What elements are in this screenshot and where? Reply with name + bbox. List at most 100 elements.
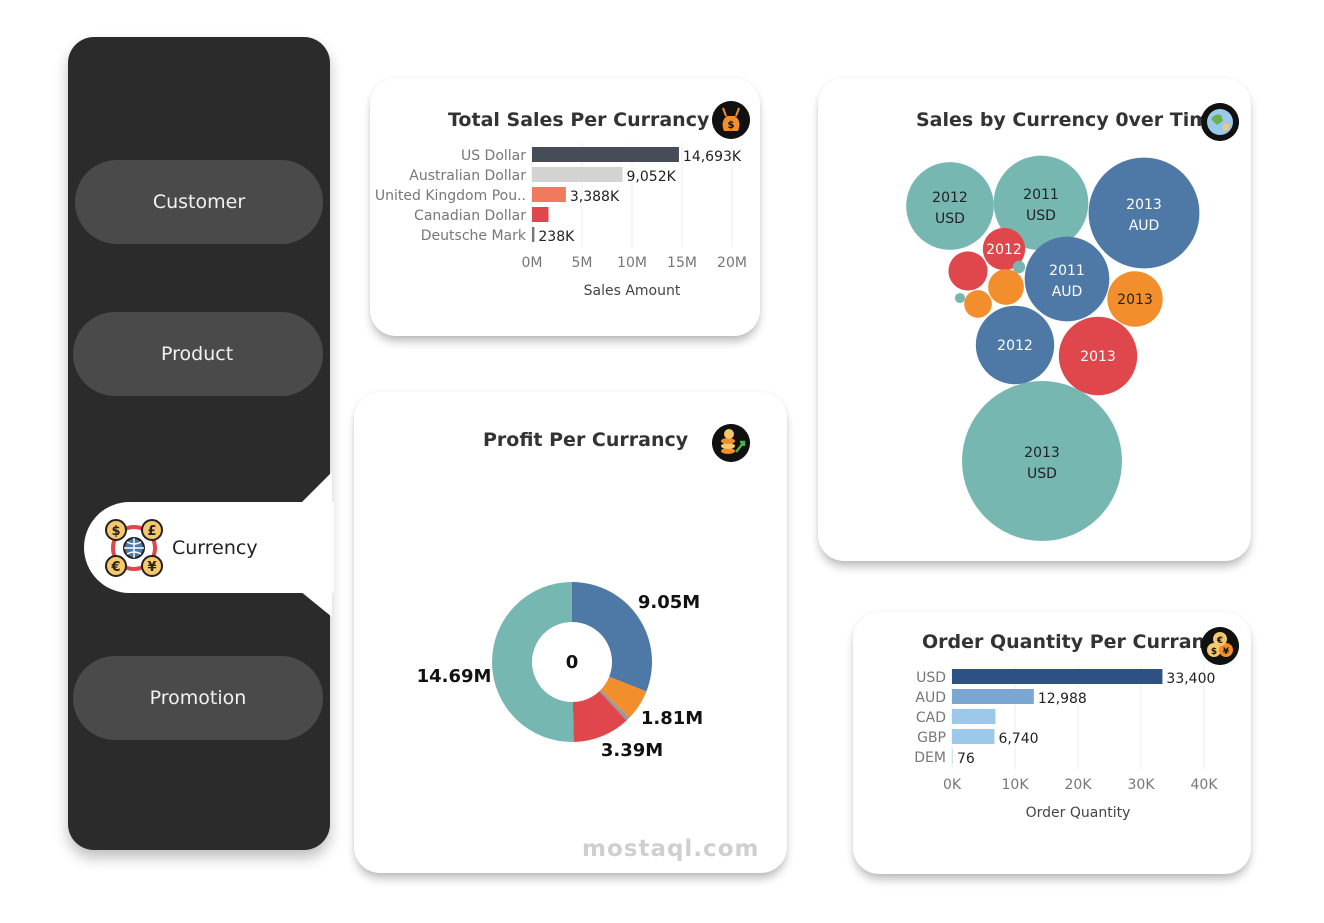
- bubble: [1012, 260, 1026, 274]
- svg-text:£: £: [147, 524, 156, 539]
- x-axis-label: Sales Amount: [584, 283, 681, 299]
- bubble-year-label: 2011: [1023, 187, 1059, 203]
- svg-text:€: €: [110, 560, 120, 575]
- category-label: AUD: [915, 690, 946, 706]
- bar: [952, 709, 996, 724]
- profit-title: Profit Per Currancy: [483, 429, 689, 451]
- bar-value-label: 33,400: [1166, 671, 1215, 687]
- x-tick-label: 20M: [717, 255, 747, 271]
- bubble: [964, 290, 992, 318]
- bar-value-label: 12,988: [1038, 691, 1087, 707]
- x-tick-label: 0K: [943, 777, 962, 793]
- bubble-year-label: 2013: [1080, 349, 1116, 365]
- bubble: [975, 305, 1055, 385]
- bar: [952, 669, 1163, 684]
- currency-exchange-icon: $ £ € ¥: [105, 518, 163, 577]
- bubble: [948, 251, 988, 291]
- x-tick-label: 15M: [667, 255, 697, 271]
- x-tick-label: 10K: [1002, 777, 1030, 793]
- bubble-currency-label: AUD: [1052, 284, 1083, 300]
- svg-text:€: €: [1216, 636, 1223, 646]
- bubble-year-label: 2013: [1126, 197, 1162, 213]
- category-label: Australian Dollar: [409, 168, 526, 184]
- active-tab-notch-bottom: [300, 591, 332, 617]
- bubble-currency-label: USD: [935, 211, 965, 227]
- bar-value-label: 14,693K: [683, 149, 742, 165]
- watermark: mostaql.com: [582, 836, 760, 862]
- category-label: US Dollar: [461, 148, 526, 164]
- donut-slice: [572, 582, 652, 692]
- bubble: [993, 155, 1089, 251]
- bubble: [906, 162, 994, 250]
- nav-promotion[interactable]: Promotion: [73, 656, 323, 740]
- bar-value-label: 76: [957, 751, 975, 767]
- bubble-year-label: 2012: [932, 190, 968, 206]
- donut-slice: [600, 676, 647, 718]
- bubble: [962, 381, 1122, 541]
- bar: [532, 187, 566, 202]
- nav-currency-label: Currency: [172, 536, 258, 559]
- profit-card: [354, 392, 787, 873]
- bubble-currency-label: USD: [1026, 208, 1056, 224]
- bubble: [1088, 157, 1200, 269]
- world-map-icon: [1201, 103, 1239, 141]
- order-quantity-chart: 0K 10K 20K 30K 40K Order Quantity USD 33,400 AUD…: [914, 665, 1219, 821]
- bubble: [1107, 271, 1163, 327]
- svg-text:¥: ¥: [1223, 647, 1230, 657]
- currency-coins-icon: € $ ¥: [1201, 627, 1239, 665]
- bar-value-label: 3,388K: [570, 189, 620, 205]
- category-label: United Kingdom Pou..: [375, 188, 526, 204]
- order-quantity-card: [853, 612, 1251, 874]
- bubble: [954, 292, 966, 304]
- category-label: Canadian Dollar: [414, 208, 526, 224]
- bubble: [1058, 316, 1138, 396]
- bubble-currency-label: AUD: [1129, 218, 1160, 234]
- slice-value-label: 14.69M: [417, 666, 492, 687]
- active-tab-notch-top: [300, 472, 332, 504]
- sales-over-time-title: Sales by Currency 0ver Time: [916, 109, 1222, 131]
- slice-value-label: 1.81M: [641, 708, 703, 729]
- bar: [532, 227, 535, 242]
- svg-text:$: $: [1211, 647, 1217, 657]
- x-tick-label: 30K: [1128, 777, 1156, 793]
- donut-slice: [492, 582, 574, 742]
- bar: [532, 167, 623, 182]
- svg-text:$: $: [111, 524, 120, 539]
- total-sales-card: [370, 78, 760, 336]
- nav-product-label: Product: [161, 343, 234, 365]
- category-label: Deutsche Mark: [421, 228, 527, 244]
- bubble-currency-label: USD: [1027, 466, 1057, 482]
- total-sales-chart: 0M 5M 10M 15M 20M Sales Amount US Dollar 14,693…: [375, 143, 747, 299]
- nav-customer-label: Customer: [152, 191, 246, 213]
- nav-promotion-label: Promotion: [149, 687, 247, 709]
- nav-customer[interactable]: Customer: [75, 160, 323, 244]
- bubble: [1037, 258, 1047, 268]
- x-tick-label: 5M: [572, 255, 593, 271]
- bubble-year-label: 2013: [1024, 445, 1060, 461]
- category-label: DEM: [914, 750, 946, 766]
- category-label: CAD: [916, 710, 946, 726]
- x-axis-label: Order Quantity: [1026, 805, 1131, 821]
- x-tick-label: 20K: [1065, 777, 1093, 793]
- bar: [952, 729, 995, 744]
- bubble-year-label: 2012: [986, 242, 1022, 258]
- bar-value-label: 9,052K: [627, 169, 677, 185]
- total-sales-title: Total Sales Per Currancy: [448, 109, 710, 131]
- svg-text:$: $: [728, 120, 735, 131]
- donut-center-label: 0: [566, 652, 579, 673]
- money-bag-icon: $: [712, 101, 750, 139]
- bubble-year-label: 2011: [1049, 263, 1085, 279]
- x-tick-label: 0M: [522, 255, 543, 271]
- svg-text:¥: ¥: [147, 560, 156, 575]
- bubble: [982, 227, 1026, 271]
- donut-slice: [572, 691, 627, 742]
- nav-currency[interactable]: $ £ € ¥ Currency: [84, 502, 334, 593]
- bubble: [988, 269, 1024, 305]
- bar: [952, 749, 953, 764]
- nav-product[interactable]: Product: [73, 312, 323, 396]
- x-tick-label: 40K: [1191, 777, 1219, 793]
- coins-growth-icon: [712, 424, 750, 462]
- x-tick-label: 10M: [617, 255, 647, 271]
- bar: [532, 147, 679, 162]
- order-quantity-title: Order Quantity Per Currancy: [922, 631, 1229, 653]
